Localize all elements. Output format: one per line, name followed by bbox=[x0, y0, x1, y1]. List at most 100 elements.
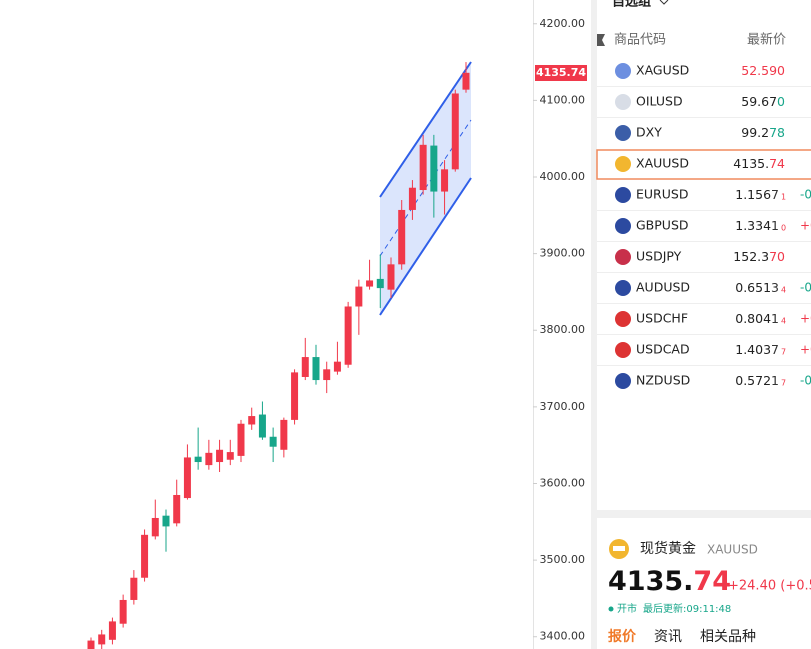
status-dot bbox=[608, 606, 614, 612]
card-symbol: XAUUSD bbox=[707, 543, 758, 557]
price-highlight: 1 bbox=[771, 373, 779, 388]
candle-body bbox=[98, 634, 106, 645]
price-highlight: 7 bbox=[771, 342, 779, 357]
y-tick-label: 4200.00 bbox=[540, 17, 586, 30]
last-price-tag bbox=[535, 64, 587, 81]
candle-body bbox=[141, 534, 149, 578]
symbol[interactable]: XAUUSD bbox=[636, 156, 689, 171]
symbol-icon bbox=[615, 373, 631, 389]
price: 0.8041 bbox=[735, 311, 779, 326]
candle-body bbox=[451, 93, 459, 170]
change: -0 bbox=[800, 374, 811, 388]
price-highlight: 1 bbox=[771, 311, 779, 326]
card-updated: 最后更新:09:11:48 bbox=[643, 602, 731, 615]
price-highlight: 52.590 bbox=[741, 63, 785, 78]
flag-icon bbox=[597, 34, 605, 46]
price-main: 0.572 bbox=[735, 373, 771, 388]
symbol[interactable]: AUDUSD bbox=[636, 280, 690, 295]
price: 99.278 bbox=[741, 125, 785, 140]
y-tick-label: 3800.00 bbox=[540, 323, 586, 336]
candle-body bbox=[430, 145, 438, 192]
tab[interactable]: 资讯 bbox=[654, 629, 682, 645]
candle-body bbox=[344, 306, 352, 365]
candle-body bbox=[323, 369, 331, 381]
channel-line bbox=[379, 177, 472, 316]
symbol[interactable]: USDJPY bbox=[636, 249, 682, 264]
price-tail: 7 bbox=[781, 348, 786, 357]
candle-body bbox=[441, 169, 449, 192]
tab[interactable]: 报价 bbox=[608, 629, 637, 645]
card-price: 4135.74 bbox=[608, 566, 731, 597]
candle-body bbox=[462, 72, 470, 90]
candle-body bbox=[398, 209, 406, 265]
symbol[interactable]: DXY bbox=[636, 125, 662, 140]
gold-bar bbox=[613, 546, 625, 551]
price-highlight: 7 bbox=[771, 187, 779, 202]
price-main: 152.3 bbox=[733, 249, 769, 264]
symbol[interactable]: OILUSD bbox=[636, 94, 683, 109]
price: 1.3341 bbox=[735, 218, 779, 233]
price-tail: 7 bbox=[781, 379, 786, 388]
symbol-icon bbox=[615, 187, 631, 203]
price-highlight: 78 bbox=[769, 125, 785, 140]
candle-body bbox=[387, 264, 395, 290]
price-highlight: 3 bbox=[771, 280, 779, 295]
price: 152.370 bbox=[733, 249, 785, 264]
symbol-icon bbox=[615, 125, 631, 141]
y-tick-label: 3700.00 bbox=[540, 400, 586, 413]
price-tail: 4 bbox=[781, 286, 786, 295]
price: 59.670 bbox=[741, 94, 785, 109]
symbol-icon bbox=[615, 63, 631, 79]
price-main: 99.2 bbox=[741, 125, 769, 140]
candle-body bbox=[355, 286, 363, 307]
price-main: 0.804 bbox=[735, 311, 771, 326]
price-main: 1.334 bbox=[735, 218, 771, 233]
price: 0.6513 bbox=[735, 280, 779, 295]
price-highlight: 70 bbox=[769, 249, 785, 264]
price-highlight: 74 bbox=[769, 156, 785, 171]
symbol-icon bbox=[615, 311, 631, 327]
symbol-icon bbox=[615, 218, 631, 234]
panel-gap bbox=[597, 510, 811, 518]
price-tail: 0 bbox=[781, 224, 786, 233]
price-tail: 4 bbox=[781, 317, 786, 326]
symbol-icon bbox=[615, 249, 631, 265]
group-title[interactable]: 自选组 bbox=[612, 0, 651, 10]
candle-body bbox=[366, 280, 374, 287]
candle-body bbox=[108, 621, 116, 640]
candle-body bbox=[87, 640, 95, 649]
symbol[interactable]: USDCHF bbox=[636, 311, 688, 326]
y-tick-label: 3400.00 bbox=[540, 630, 586, 643]
candle-body bbox=[216, 449, 224, 463]
candle-body bbox=[408, 187, 416, 210]
tab[interactable]: 相关品种 bbox=[700, 629, 756, 645]
y-tick-label: 3900.00 bbox=[540, 247, 586, 260]
card-change: +24.40 (+0.5 bbox=[728, 579, 811, 594]
price-tail: 1 bbox=[781, 193, 786, 202]
candle-body bbox=[248, 416, 256, 425]
symbol[interactable]: GBPUSD bbox=[636, 218, 689, 233]
column-header: 最新价 bbox=[747, 32, 786, 48]
candle-body bbox=[194, 456, 202, 463]
candle-body bbox=[312, 357, 320, 381]
chevron bbox=[659, 0, 669, 5]
symbol[interactable]: XAGUSD bbox=[636, 63, 689, 78]
candle-body bbox=[162, 515, 170, 527]
change: -0 bbox=[800, 281, 811, 295]
price: 1.4037 bbox=[735, 342, 779, 357]
panel-border bbox=[591, 0, 597, 649]
candle-body bbox=[333, 361, 341, 372]
price-highlight: 0 bbox=[777, 94, 785, 109]
y-tick-label: 4100.00 bbox=[540, 93, 586, 106]
price-main: 1.403 bbox=[735, 342, 771, 357]
card-status: 开市 bbox=[617, 602, 637, 615]
candle-body bbox=[419, 144, 427, 191]
symbol[interactable]: USDCAD bbox=[636, 342, 690, 357]
change: +0 bbox=[800, 219, 811, 233]
symbol[interactable]: EURUSD bbox=[636, 187, 688, 202]
y-tick-label: 3600.00 bbox=[540, 476, 586, 489]
card-name: 现货黄金 bbox=[640, 540, 696, 557]
candle-body bbox=[119, 599, 127, 624]
symbol[interactable]: NZDUSD bbox=[636, 373, 690, 388]
